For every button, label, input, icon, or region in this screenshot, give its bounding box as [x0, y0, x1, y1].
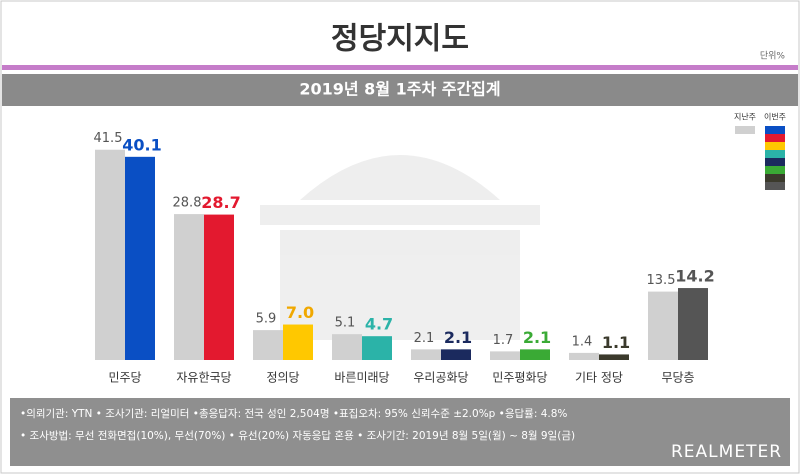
chart-title: 정당지지도: [331, 22, 469, 57]
legend-swatch: [765, 134, 785, 142]
x-tick-label: 자유한국당: [176, 371, 231, 385]
legend-swatch: [735, 126, 755, 134]
note: • 조사방법: 무선 전화면접(10%), 무선(70%) • 유선(20%) …: [20, 429, 575, 442]
x-tick-label: 바른미래당: [334, 371, 389, 385]
value-label: 4.7: [365, 315, 393, 334]
x-tick-label: 민주평화당: [492, 371, 547, 385]
bar: [599, 354, 629, 360]
x-tick-label: 정의당: [266, 371, 299, 385]
value-label: 7.0: [286, 303, 314, 322]
divider: [2, 65, 798, 70]
legend-swatch: [765, 182, 785, 190]
note: •의뢰기관: YTN • 조사기관: 리얼미터 •총응답자: 전국 성인 2,5…: [20, 408, 567, 420]
value-label: 14.2: [675, 267, 714, 286]
bar: [648, 291, 678, 360]
bar: [490, 351, 520, 360]
bar: [520, 349, 550, 360]
value-label: 2.1: [414, 331, 435, 346]
value-label: 13.5: [647, 273, 676, 288]
value-label: 2.1: [523, 328, 551, 347]
legend-swatch: [765, 142, 785, 150]
bar: [95, 149, 125, 360]
value-label: 5.1: [335, 316, 356, 331]
bar: [362, 336, 392, 360]
value-label: 40.1: [122, 135, 161, 154]
value-label: 1.1: [602, 333, 630, 352]
legend-label: 지난주: [734, 113, 756, 122]
value-label: 28.8: [173, 196, 202, 211]
value-label: 5.9: [256, 312, 277, 327]
legend-swatch: [765, 166, 785, 174]
x-tick-label: 기타 정당: [575, 371, 623, 385]
x-tick-label: 무당층: [661, 371, 694, 385]
brand: REALMETER: [671, 442, 782, 462]
bar: [204, 214, 234, 360]
subtitle: 2019년 8월 1주차 주간집계: [299, 80, 500, 99]
legend-swatch: [765, 174, 785, 182]
notes-box: [10, 398, 790, 466]
bar: [678, 288, 708, 360]
subtitle-band: [2, 74, 798, 106]
legend-swatch: [765, 126, 785, 134]
legend-swatch: [765, 158, 785, 166]
value-label: 2.1: [444, 328, 472, 347]
bar: [332, 334, 362, 360]
legend-label: 이번주: [764, 112, 786, 122]
value-label: 28.7: [201, 193, 240, 212]
value-label: 1.7: [493, 333, 514, 348]
value-label: 41.5: [94, 131, 123, 146]
bar: [411, 349, 441, 360]
value-label: 1.4: [572, 334, 593, 349]
bar: [283, 324, 313, 360]
unit-label: 단위%: [760, 51, 786, 62]
x-tick-label: 우리공화당: [413, 371, 468, 385]
legend-swatch: [765, 150, 785, 158]
bar: [569, 352, 599, 360]
bar: [253, 330, 283, 360]
x-tick-label: 민주당: [108, 371, 141, 385]
bar: [125, 156, 155, 360]
bar: [174, 214, 204, 360]
watermark: [260, 155, 540, 340]
bar: [441, 349, 471, 360]
